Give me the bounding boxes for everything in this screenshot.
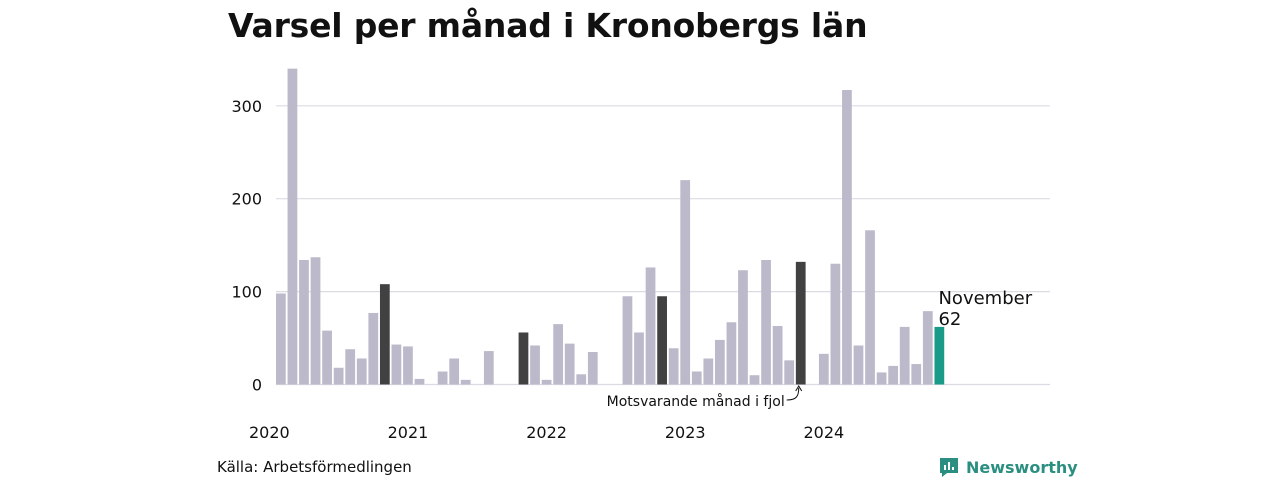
bar — [322, 330, 332, 385]
x-tick-label: 2023 — [665, 423, 706, 442]
bar — [726, 322, 737, 385]
bar — [564, 343, 575, 385]
bar — [761, 260, 771, 385]
bar — [749, 375, 760, 385]
brand-logo[interactable]: Newsworthy — [938, 456, 1078, 478]
x-tick-label: 2021 — [388, 423, 429, 442]
previous-year-label: Motsvarande månad i fjol — [607, 393, 785, 410]
x-tick-label: 2020 — [249, 423, 290, 442]
bar — [934, 326, 945, 385]
bar — [784, 360, 795, 385]
bar — [287, 68, 298, 385]
y-tick-label: 100 — [231, 283, 262, 302]
bar — [657, 296, 667, 385]
bar — [622, 296, 633, 385]
brand-name: Newsworthy — [966, 457, 1078, 477]
bar — [911, 364, 922, 385]
x-axis-ticks: 2020 2021 2022 2023 2024 — [249, 423, 844, 442]
chart-title: Varsel per månad i Kronobergs län — [228, 6, 868, 45]
bar — [703, 358, 714, 385]
source-note: Källa: Arbetsförmedlingen — [217, 458, 412, 476]
bar — [460, 379, 471, 385]
bar — [691, 371, 702, 385]
bar — [795, 261, 806, 385]
y-tick-label: 300 — [231, 97, 262, 116]
bar — [865, 230, 875, 385]
current-month-label: November — [938, 288, 1032, 309]
bar — [922, 311, 933, 385]
x-tick-label: 2024 — [804, 423, 845, 442]
bar — [333, 367, 344, 385]
bar — [668, 348, 679, 385]
bar — [437, 371, 448, 385]
bar — [853, 345, 864, 385]
bar — [876, 372, 887, 385]
previous-year-arrow — [786, 387, 800, 401]
bar — [645, 267, 656, 385]
bar — [899, 326, 910, 385]
bar — [587, 351, 598, 385]
bars — [276, 68, 945, 385]
bar — [714, 339, 725, 385]
y-tick-label: 0 — [252, 376, 262, 395]
bar — [483, 351, 494, 385]
current-value-label: 62 — [938, 309, 961, 330]
newsworthy-logo-icon — [940, 458, 958, 477]
bar — [680, 180, 691, 385]
bar — [449, 358, 460, 385]
bar — [738, 270, 748, 385]
x-tick-label: 2022 — [526, 423, 567, 442]
bar — [310, 257, 321, 385]
y-tick-label: 200 — [231, 190, 262, 209]
bar — [299, 260, 309, 385]
bar — [888, 365, 899, 385]
bar — [403, 346, 413, 385]
bar — [345, 349, 356, 385]
bar — [818, 353, 829, 385]
bar — [576, 374, 587, 385]
bar — [518, 332, 529, 385]
y-axis-ticks: 0 100 200 300 — [231, 97, 262, 395]
bar — [772, 325, 783, 385]
arrow-head-icon — [795, 385, 803, 392]
bar — [276, 293, 286, 385]
bar — [391, 344, 402, 385]
bar — [530, 345, 540, 385]
bar — [379, 284, 390, 385]
bar — [842, 90, 852, 385]
bar — [414, 378, 425, 385]
bar — [368, 312, 379, 385]
bar — [634, 332, 644, 385]
bar — [541, 379, 552, 385]
bar — [356, 358, 367, 385]
bar — [553, 324, 564, 385]
bar — [830, 263, 841, 385]
